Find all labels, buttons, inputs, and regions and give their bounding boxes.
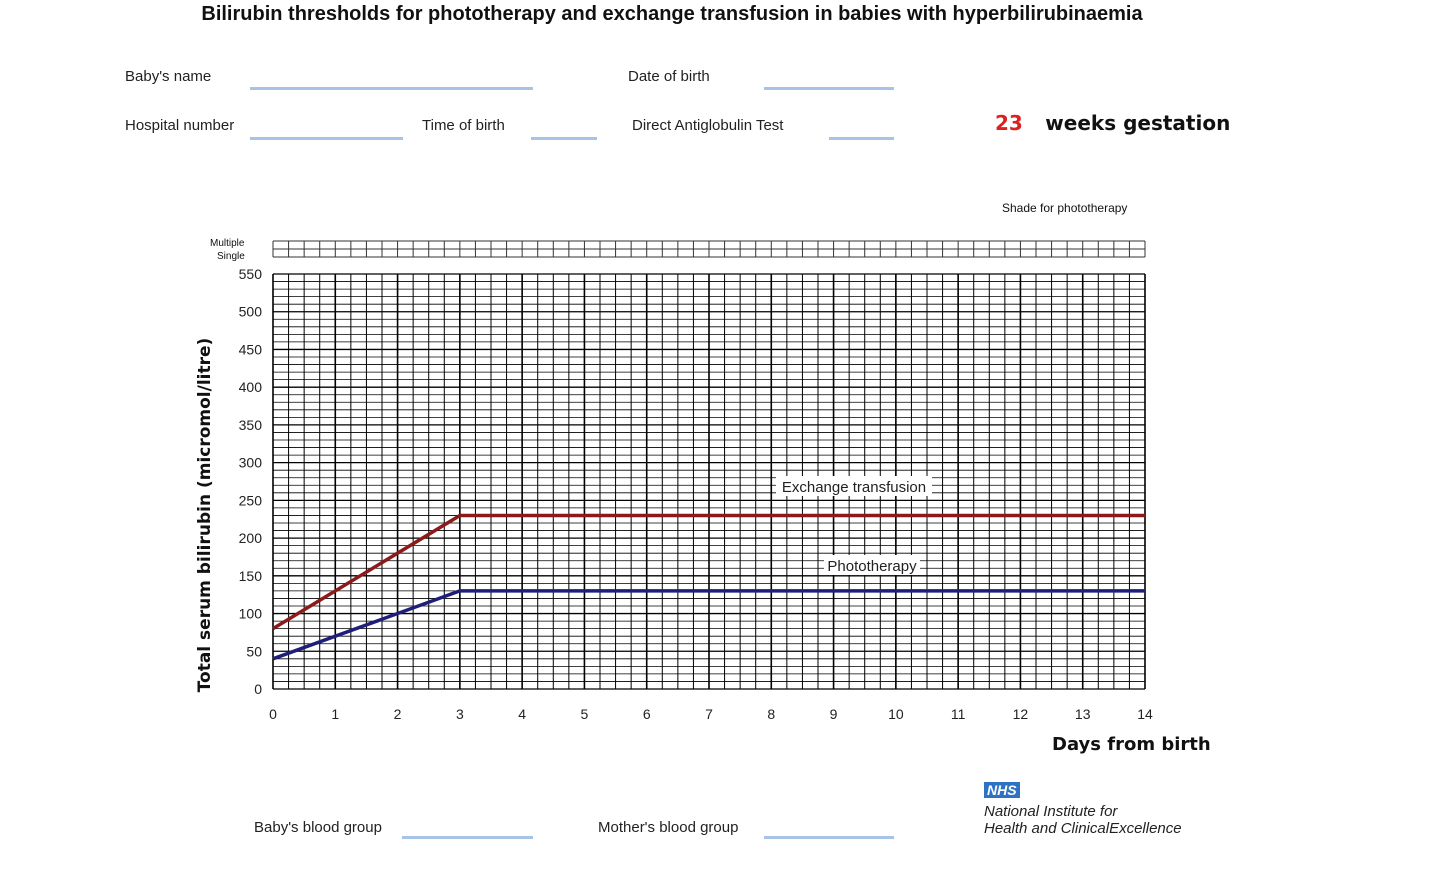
y-axis-label: Total serum bilirubin (micromol/litre): [195, 337, 215, 693]
direct-antiglobulin-test-field[interactable]: [829, 137, 894, 140]
x-axis-label: Days from birth: [1052, 734, 1211, 755]
y-tick-label: 150: [239, 568, 263, 584]
x-tick-label: 0: [269, 706, 277, 722]
mothers-blood-group-field[interactable]: [764, 836, 894, 839]
gestation-label: weeks gestation: [1045, 111, 1231, 135]
y-tick-label: 500: [239, 304, 263, 320]
y-tick-label: 200: [239, 530, 263, 546]
x-tick-label: 10: [888, 706, 904, 722]
nice-name-line1: National Institute for: [984, 803, 1118, 820]
gestation-weeks: 23: [995, 111, 1023, 135]
y-tick-label: 0: [254, 681, 262, 697]
date-of-birth-label: Date of birth: [628, 68, 710, 85]
mothers-blood-group-label: Mother's blood group: [598, 819, 739, 836]
direct-antiglobulin-test-label: Direct Antiglobulin Test: [632, 117, 784, 134]
phototherapy-label-bg: [824, 555, 920, 575]
y-tick-label: 100: [239, 606, 263, 622]
x-tick-label: 12: [1013, 706, 1029, 722]
x-tick-label: 9: [830, 706, 838, 722]
multiple-row-label: Multiple: [210, 238, 245, 249]
hospital-number-field[interactable]: [250, 137, 403, 140]
page-title: Bilirubin thresholds for phototherapy an…: [201, 3, 1143, 25]
y-tick-label: 350: [239, 417, 263, 433]
exchange-transfusion-label: Exchange transfusion: [782, 479, 926, 496]
gestation: 23 weeks gestation: [995, 111, 1230, 135]
date-of-birth-field[interactable]: [764, 87, 894, 90]
y-tick-label: 550: [239, 266, 263, 282]
y-tick-label: 300: [239, 455, 263, 471]
single-row-label: Single: [217, 251, 245, 262]
x-tick-label: 3: [456, 706, 464, 722]
x-tick-label: 11: [951, 706, 966, 722]
phototherapy-label: Phototherapy: [827, 558, 917, 575]
x-tick-label: 5: [581, 706, 589, 722]
x-tick-label: 4: [518, 706, 526, 722]
phototherapy-line: [272, 589, 1145, 661]
exchange-transfusion-line: [272, 513, 1145, 631]
x-tick-label: 8: [767, 706, 775, 722]
hospital-number-label: Hospital number: [125, 117, 235, 134]
shade-note: Shade for phototherapy: [1002, 201, 1128, 215]
time-of-birth-label: Time of birth: [422, 117, 505, 134]
babys-name-field[interactable]: [250, 87, 533, 90]
time-of-birth-field[interactable]: [531, 137, 597, 140]
y-tick-label: 250: [239, 492, 263, 508]
x-tick-label: 1: [331, 706, 339, 722]
y-tick-label: 400: [239, 379, 263, 395]
x-tick-label: 2: [394, 706, 402, 722]
babys-blood-group-label: Baby's blood group: [254, 819, 382, 836]
x-tick-label: 14: [1137, 706, 1153, 722]
y-tick-label: 450: [239, 341, 263, 357]
nice-name-line2: Health and ClinicalExcellence: [984, 820, 1182, 837]
x-tick-label: 13: [1075, 706, 1091, 722]
exchange-transfusion-label-bg: [776, 476, 932, 496]
nice-logo: NHS National Institute for Health and Cl…: [984, 782, 1182, 837]
y-tick-label: 50: [246, 643, 262, 659]
babys-blood-group-field[interactable]: [402, 836, 533, 839]
nhs-logo: NHS: [984, 782, 1020, 798]
x-tick-label: 7: [705, 706, 713, 722]
x-tick-label: 6: [643, 706, 651, 722]
babys-name-label: Baby's name: [125, 68, 212, 85]
